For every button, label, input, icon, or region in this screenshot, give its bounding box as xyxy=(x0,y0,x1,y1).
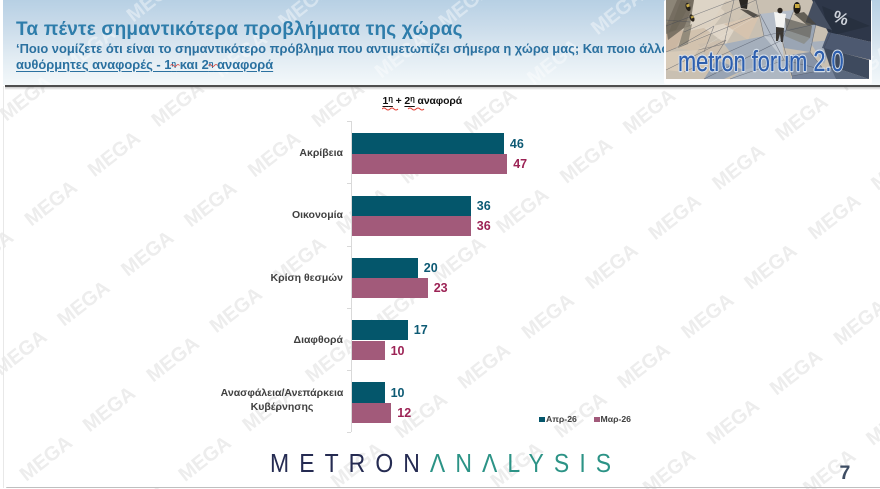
svg-text:MEGA: MEGA xyxy=(556,134,617,188)
svg-text:MEGA: MEGA xyxy=(862,396,880,450)
svg-text:MEGA: MEGA xyxy=(0,326,51,380)
svg-text:MEGA: MEGA xyxy=(740,240,801,294)
svg-text:%: % xyxy=(830,7,850,30)
svg-text:MEGA: MEGA xyxy=(708,141,769,195)
svg-text:MEGA: MEGA xyxy=(614,339,675,393)
svg-text:MEGA: MEGA xyxy=(703,395,764,449)
svg-text:MEGA: MEGA xyxy=(518,290,579,344)
svg-text:MEGA: MEGA xyxy=(804,190,865,244)
svg-text:MEGA: MEGA xyxy=(582,240,643,294)
svg-text:metron forum 2.0: metron forum 2.0 xyxy=(678,46,844,78)
svg-text:MEGA: MEGA xyxy=(79,382,140,436)
svg-text:MEGA: MEGA xyxy=(830,296,880,350)
svg-text:MEGA: MEGA xyxy=(16,432,77,486)
svg-text:MEGA: MEGA xyxy=(53,277,114,331)
svg-text:MEGA: MEGA xyxy=(454,339,515,393)
svg-text:MEGA: MEGA xyxy=(175,432,236,486)
svg-text:MEGA: MEGA xyxy=(587,0,648,40)
svg-text:MEGA: MEGA xyxy=(677,289,738,343)
svg-text:MEGA: MEGA xyxy=(867,141,880,195)
svg-text:MEGA: MEGA xyxy=(21,176,82,230)
svg-text:MEGA: MEGA xyxy=(645,190,706,244)
svg-text:metron forum 2.0: metron forum 2.0 xyxy=(678,46,844,78)
svg-text:MEGA: MEGA xyxy=(180,178,241,232)
svg-text:MEGA: MEGA xyxy=(84,127,145,181)
svg-text:MEGA: MEGA xyxy=(799,445,860,489)
svg-text:MEGA: MEGA xyxy=(206,283,267,337)
svg-text:MEGA: MEGA xyxy=(460,84,521,138)
svg-text:MEGA: MEGA xyxy=(771,91,832,145)
svg-text:MEGA: MEGA xyxy=(639,445,700,489)
svg-text:MEGA: MEGA xyxy=(492,184,553,238)
svg-text:MEGA: MEGA xyxy=(619,85,680,139)
svg-text:MEGA: MEGA xyxy=(766,346,827,400)
